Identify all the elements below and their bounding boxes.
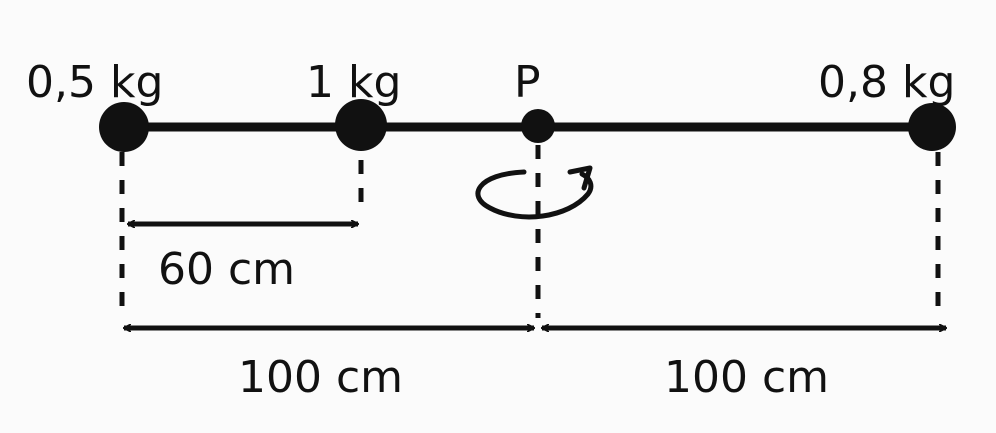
dimension-100-right-label: 100 cm [664,352,829,403]
rotation-arrowhead-icon [567,165,593,191]
mass-middle [335,99,387,151]
pivot-label: P [514,57,541,108]
mass-left [99,102,149,152]
dimension-100-left-label: 100 cm [238,352,403,403]
pivot-point [521,109,555,143]
mass-right-label: 0,8 kg [818,57,955,108]
mass-right [908,103,956,151]
rotation-arrow-icon [475,169,594,220]
mass-middle-label: 1 kg [306,57,401,108]
dimension-60-label: 60 cm [158,244,295,295]
mass-left-label: 0,5 kg [26,57,163,108]
